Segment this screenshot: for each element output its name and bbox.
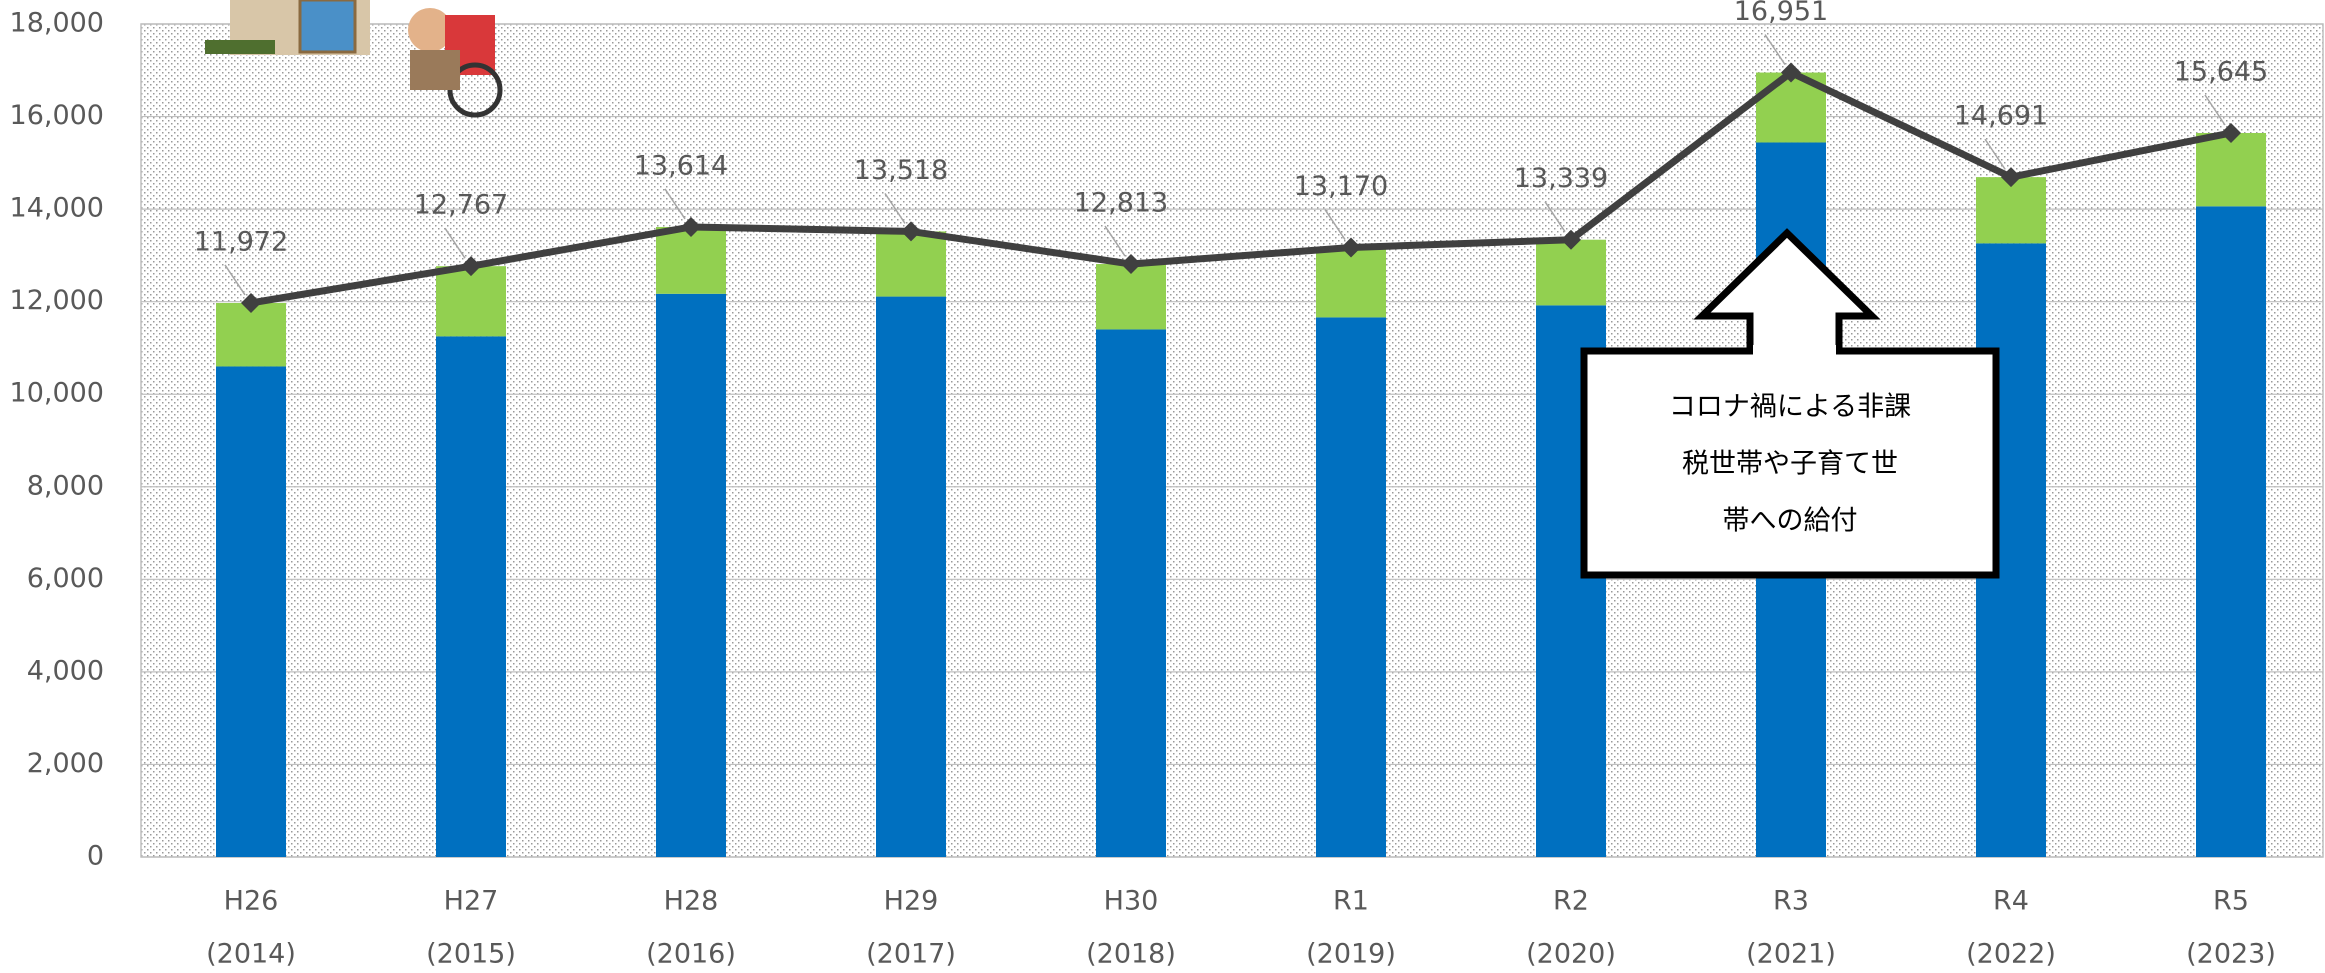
y-tick-label: 0: [87, 841, 104, 872]
leader-line: [664, 188, 686, 220]
y-tick-label: 14,000: [10, 193, 104, 224]
data-label: 13,518: [854, 155, 948, 186]
leader-line: [444, 227, 466, 259]
line-marker: [681, 216, 701, 237]
y-tick-label: 16,000: [10, 100, 104, 131]
x-tick-label: (2020): [1526, 939, 1616, 970]
data-label: 13,339: [1514, 163, 1608, 194]
x-tick-label: H30: [1104, 886, 1159, 917]
line-marker: [2001, 167, 2021, 188]
illustration: [205, 0, 503, 118]
line-marker: [1121, 254, 1141, 275]
leader-line: [1104, 225, 1126, 257]
data-label: 16,951: [1734, 0, 1828, 27]
x-tick-label: H28: [664, 886, 719, 917]
x-tick-label: (2019): [1306, 939, 1396, 970]
x-tick-label: (2022): [1966, 939, 2056, 970]
y-tick-label: 10,000: [10, 378, 104, 409]
bar-segment: [2196, 206, 2266, 857]
x-tick-label: R1: [1333, 886, 1369, 917]
x-tick-label: H29: [884, 886, 939, 917]
x-tick-label: (2016): [646, 939, 736, 970]
line-marker: [1561, 229, 1581, 250]
data-label: 15,645: [2174, 56, 2268, 87]
x-tick-label: (2021): [1746, 939, 1836, 970]
y-tick-label: 4,000: [27, 655, 104, 686]
data-label: 13,614: [634, 150, 728, 181]
x-tick-label: (2017): [866, 939, 956, 970]
callout-text: コロナ禍による非課: [1669, 392, 1911, 423]
x-tick-label: (2015): [426, 939, 516, 970]
y-tick-label: 18,000: [10, 8, 104, 39]
leader-line: [884, 193, 906, 224]
y-tick-label: 2,000: [27, 748, 104, 779]
x-tick-label: (2023): [2186, 939, 2276, 970]
x-tick-label: R3: [1773, 886, 1809, 917]
bar-segment: [1536, 239, 1606, 306]
bar-segment: [1096, 329, 1166, 857]
leader-line: [1544, 201, 1566, 233]
bar-segment: [216, 302, 286, 367]
bar-segment: [1316, 247, 1386, 318]
y-tick-label: 8,000: [27, 470, 104, 501]
x-tick-label: (2018): [1086, 939, 1176, 970]
callout-text: 帯への給付: [1723, 506, 1858, 537]
leader-line: [1764, 34, 1786, 65]
line-marker: [461, 256, 481, 277]
bar-segment: [876, 296, 946, 857]
data-label: 11,972: [194, 226, 288, 257]
leader-line: [2204, 94, 2226, 126]
leader-line: [1324, 209, 1346, 240]
y-tick-label: 6,000: [27, 563, 104, 594]
data-label: 12,813: [1074, 188, 1168, 219]
bar-segment: [2196, 132, 2266, 207]
bar-segment: [436, 336, 506, 857]
line-marker: [2221, 122, 2241, 143]
callout-text: 税世帯や子育て世: [1682, 449, 1898, 480]
x-tick-label: H27: [444, 886, 499, 917]
x-tick-label: R5: [2213, 886, 2249, 917]
bar-segment: [436, 266, 506, 337]
line-marker: [1781, 62, 1801, 83]
x-tick-label: R4: [1993, 886, 2029, 917]
x-tick-label: (2014): [206, 939, 296, 970]
data-label: 14,691: [1954, 101, 2048, 132]
bar-segment: [876, 231, 946, 297]
x-tick-label: R2: [1553, 886, 1589, 917]
x-tick-label: H26: [224, 886, 279, 917]
bar-segment: [1316, 317, 1386, 857]
line-marker: [1341, 237, 1361, 258]
data-label: 13,170: [1294, 171, 1388, 202]
bar-segment: [1976, 177, 2046, 244]
bar-segment: [216, 366, 286, 857]
bar-segment: [1096, 264, 1166, 330]
leader-line: [1984, 138, 2006, 170]
bar-segment: [656, 293, 726, 857]
line-marker: [241, 292, 261, 313]
line-marker: [901, 221, 921, 242]
bar-segment: [656, 226, 726, 294]
total-line: [250, 69, 2232, 307]
y-tick-label: 12,000: [10, 285, 104, 316]
leader-line: [224, 264, 246, 296]
data-label: 12,767: [414, 190, 508, 221]
